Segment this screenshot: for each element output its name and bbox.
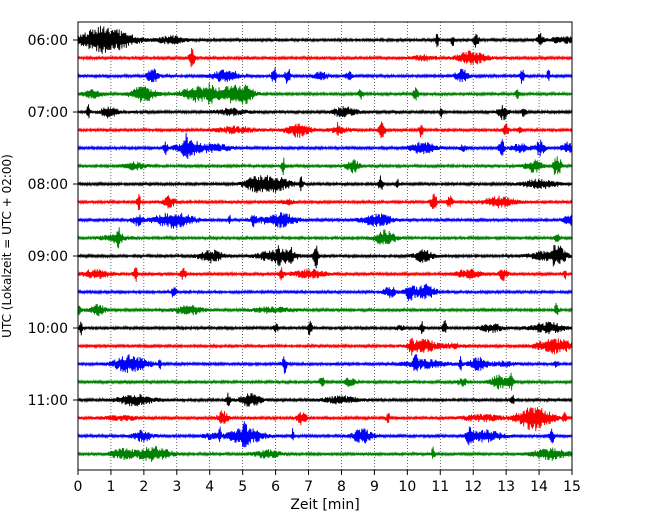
y-tick-label: 11:00 xyxy=(28,393,68,409)
trace-1030 xyxy=(77,354,573,374)
trace-0615 xyxy=(77,47,573,68)
x-tick-label: 5 xyxy=(238,479,247,495)
trace-0730 xyxy=(77,132,573,159)
x-tick-label: 13 xyxy=(497,479,515,495)
trace-0830 xyxy=(77,212,573,229)
y-axis-title: UTC (Lokalzeit = UTC + 02:00) xyxy=(0,154,14,338)
x-axis-title: Zeit [min] xyxy=(290,497,359,513)
y-tick-label: 06:00 xyxy=(28,33,68,49)
x-axis-ticks: 0 1 2 3 4 5 6 7 8 9 10 11 12 13 14 15 xyxy=(74,470,581,495)
trace-0815 xyxy=(77,193,573,211)
trace-1000 xyxy=(77,320,573,336)
y-tick-label: 07:00 xyxy=(28,105,68,121)
y-axis-ticks: 06:00 07:00 08:00 09:00 10:00 11:00 xyxy=(28,33,78,409)
trace-1045 xyxy=(77,372,573,391)
grid-lines xyxy=(110,22,540,470)
plot-frame xyxy=(77,21,573,471)
x-tick-label: 8 xyxy=(337,479,346,495)
trace-1115 xyxy=(77,407,573,432)
x-tick-label: 7 xyxy=(304,479,313,495)
trace-0930 xyxy=(77,283,573,301)
y-tick-label: 09:00 xyxy=(28,249,68,265)
trace-1015 xyxy=(77,337,573,356)
x-tick-label: 0 xyxy=(74,479,83,495)
trace-0645 xyxy=(77,82,573,105)
y-tick-label: 08:00 xyxy=(28,177,68,193)
x-tick-label: 9 xyxy=(370,479,379,495)
seismogram-traces xyxy=(77,25,573,462)
x-tick-label: 2 xyxy=(139,479,148,495)
x-tick-label: 6 xyxy=(271,479,280,495)
x-tick-label: 10 xyxy=(398,479,416,495)
trace-1130 xyxy=(77,421,573,448)
trace-0945 xyxy=(77,302,573,317)
x-tick-label: 11 xyxy=(431,479,449,495)
trace-0900 xyxy=(77,244,573,269)
trace-0715 xyxy=(77,121,573,139)
trace-0845 xyxy=(77,227,573,249)
trace-0745 xyxy=(77,156,573,175)
trace-0600 xyxy=(77,25,573,54)
x-tick-label: 1 xyxy=(106,479,115,495)
trace-0630 xyxy=(77,67,573,84)
y-tick-label: 10:00 xyxy=(28,321,68,337)
trace-0700 xyxy=(77,104,573,121)
x-tick-label: 12 xyxy=(464,479,482,495)
x-tick-label: 4 xyxy=(205,479,214,495)
x-tick-label: 15 xyxy=(563,479,581,495)
trace-1145 xyxy=(77,446,573,462)
x-tick-label: 14 xyxy=(530,479,548,495)
x-tick-label: 3 xyxy=(172,479,181,495)
trace-1100 xyxy=(77,392,573,407)
trace-0915 xyxy=(77,267,573,282)
trace-0800 xyxy=(77,175,573,194)
